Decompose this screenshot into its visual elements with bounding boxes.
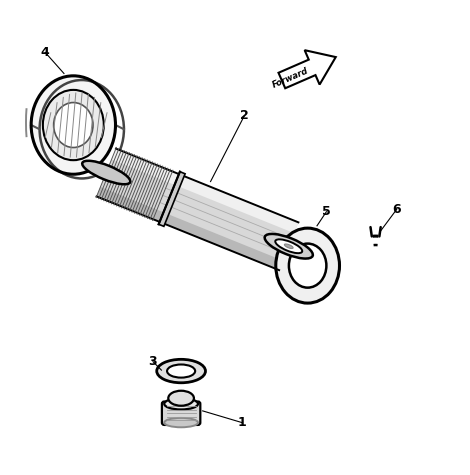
Text: 3: 3 — [149, 355, 157, 368]
Ellipse shape — [167, 364, 195, 378]
Polygon shape — [279, 50, 336, 88]
Ellipse shape — [31, 76, 116, 174]
Polygon shape — [159, 171, 185, 227]
Ellipse shape — [54, 103, 93, 148]
Ellipse shape — [348, 236, 403, 300]
Ellipse shape — [289, 244, 326, 288]
Ellipse shape — [276, 228, 339, 303]
Ellipse shape — [164, 398, 198, 409]
Ellipse shape — [43, 90, 104, 160]
Ellipse shape — [157, 360, 205, 383]
Text: 1: 1 — [238, 416, 246, 429]
Ellipse shape — [265, 234, 313, 258]
Ellipse shape — [356, 245, 395, 291]
Polygon shape — [97, 187, 283, 270]
Text: 2: 2 — [240, 109, 249, 122]
Text: 5: 5 — [322, 205, 331, 218]
Polygon shape — [97, 149, 298, 270]
Ellipse shape — [168, 391, 194, 406]
Text: Forward: Forward — [271, 66, 310, 90]
Text: 6: 6 — [392, 203, 401, 216]
Ellipse shape — [275, 239, 302, 253]
FancyBboxPatch shape — [162, 401, 200, 425]
Text: 4: 4 — [41, 46, 50, 59]
Ellipse shape — [82, 161, 130, 184]
Polygon shape — [111, 149, 298, 233]
Ellipse shape — [164, 418, 198, 428]
Ellipse shape — [284, 244, 293, 248]
